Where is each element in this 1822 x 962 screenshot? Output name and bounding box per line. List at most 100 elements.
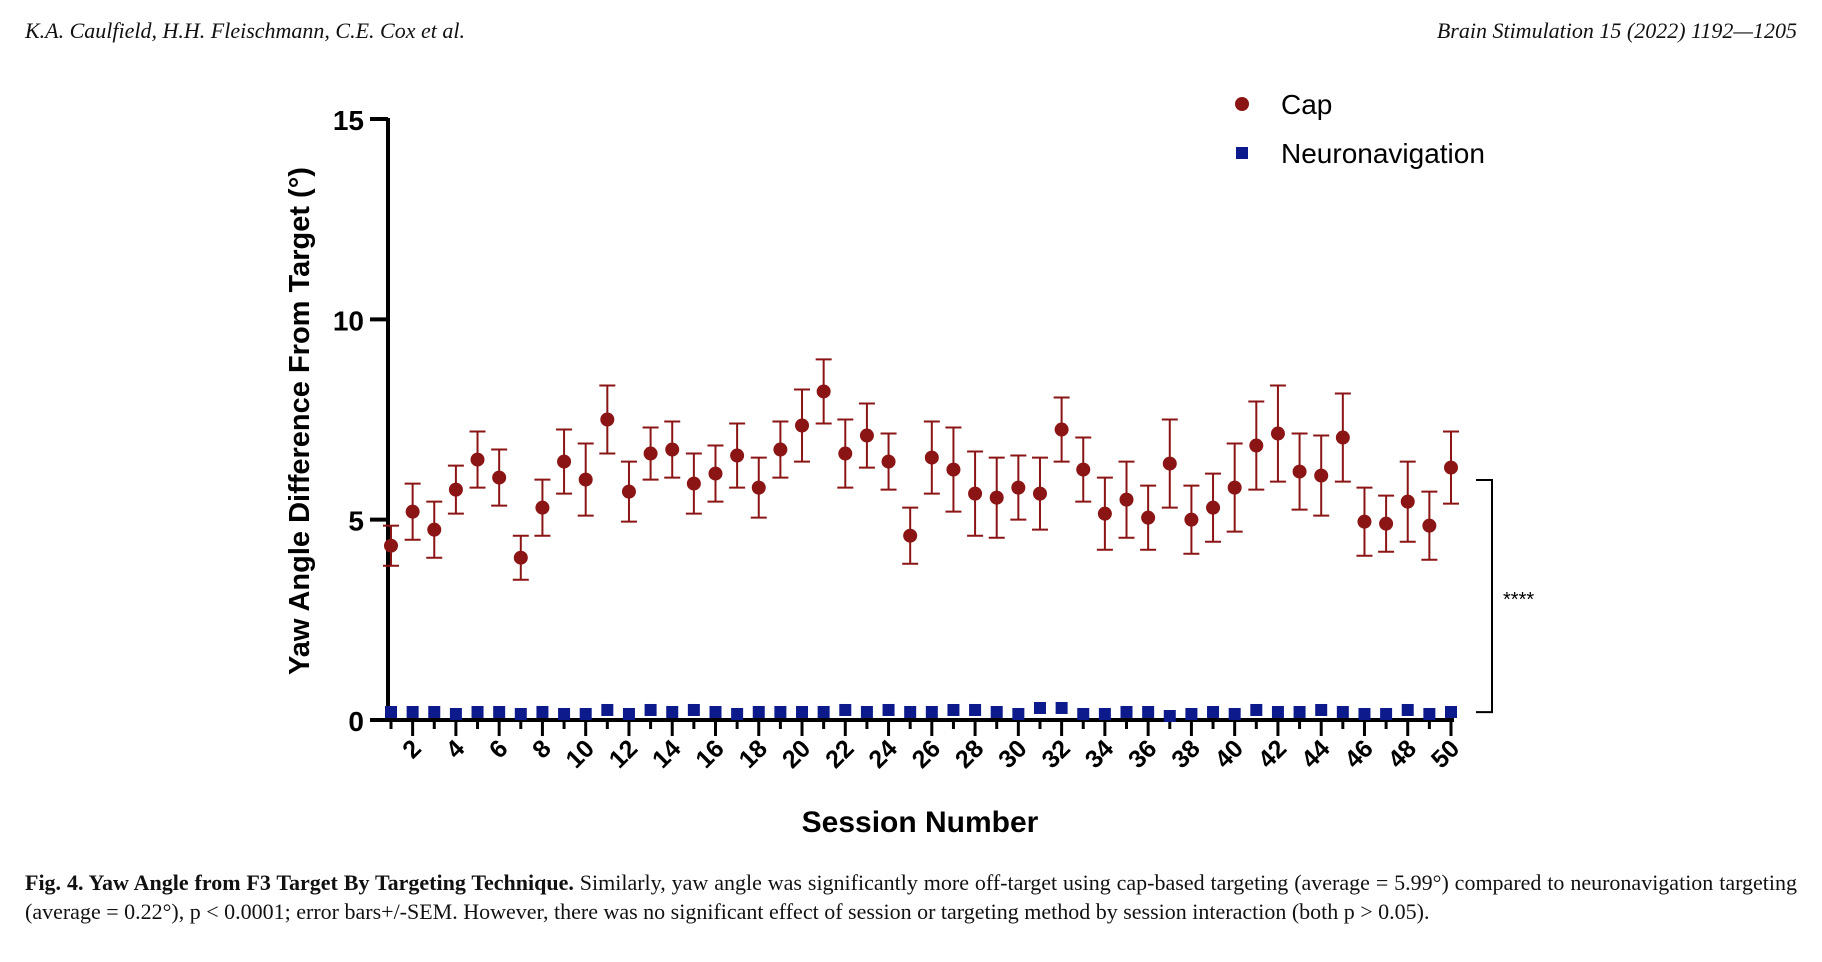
cap-series (383, 358, 1459, 581)
x-tick-label: 36 (1123, 734, 1162, 773)
nav-point (860, 705, 873, 718)
nav-point (1120, 705, 1133, 718)
significance-bracket-line (1476, 479, 1493, 714)
x-tick-label: 8 (527, 734, 557, 764)
nav-point (579, 707, 592, 720)
nav-point (1207, 705, 1220, 718)
cap-point (1184, 512, 1199, 527)
x-tick-label: 40 (1209, 734, 1248, 773)
nav-point (1142, 705, 1155, 718)
cap-point (1400, 494, 1415, 509)
nav-point (1077, 707, 1090, 720)
x-tick-label: 4 (441, 734, 471, 764)
cap-point (1119, 492, 1134, 507)
chart-legend: Cap Neuronavigation (1235, 89, 1485, 169)
cap-point (1206, 500, 1221, 515)
nav-point (1055, 701, 1068, 714)
x-tick-label: 30 (993, 734, 1032, 773)
nav-point (1250, 703, 1263, 716)
running-head-journal: Brain Stimulation 15 (2022) 1192—1205 (1436, 18, 1797, 43)
x-tick-label: 22 (820, 734, 859, 773)
nav-point (1358, 707, 1371, 720)
x-tick-label: 20 (777, 734, 816, 773)
y-tick-label: 5 (348, 506, 364, 537)
cap-point (643, 446, 658, 461)
nav-point (752, 705, 765, 718)
nav-point (990, 705, 1003, 718)
nav-point (1163, 709, 1176, 722)
nav-point (1033, 701, 1046, 714)
nav-point (709, 705, 722, 718)
nav-point (1336, 705, 1349, 718)
nav-point (514, 707, 527, 720)
cap-point (1357, 514, 1372, 529)
caption-label: Fig. 4. Yaw Angle from F3 Target By Targ… (25, 870, 574, 895)
cap-point (513, 550, 528, 565)
running-head-authors: K.A. Caulfield, H.H. Fleischmann, C.E. C… (25, 18, 465, 43)
neuronavigation-series (385, 701, 1457, 722)
x-tick-label: 50 (1426, 734, 1465, 773)
y-tick-label: 0 (348, 706, 364, 737)
cap-point (816, 384, 831, 399)
nav-point (687, 703, 700, 716)
x-tick-label: 12 (604, 734, 643, 773)
nav-point (1423, 707, 1436, 720)
x-tick-label: 32 (1036, 734, 1075, 773)
nav-point (1380, 707, 1393, 720)
nav-point (774, 705, 787, 718)
cap-point (881, 454, 896, 469)
cap-point (686, 476, 701, 491)
x-tick-label: 34 (1080, 734, 1120, 774)
nav-point (947, 703, 960, 716)
x-tick-label: 10 (560, 734, 599, 773)
nav-point (1293, 705, 1306, 718)
nav-point (536, 705, 549, 718)
cap-point (621, 484, 636, 499)
x-tick-label: 16 (690, 734, 729, 773)
cap-point (968, 486, 983, 501)
nav-point (1228, 707, 1241, 720)
cap-point (859, 428, 874, 443)
cap-point (1335, 430, 1350, 445)
nav-point (925, 705, 938, 718)
nav-point (839, 703, 852, 716)
cap-point (1314, 468, 1329, 483)
x-tick-label: 48 (1383, 734, 1423, 774)
cap-point (492, 470, 507, 485)
x-tick-label: 2 (397, 734, 427, 764)
cap-point (427, 522, 442, 537)
nav-point (1185, 707, 1198, 720)
cap-point (1097, 506, 1112, 521)
nav-point (406, 705, 419, 718)
nav-point (449, 707, 462, 720)
cap-point (1270, 426, 1285, 441)
nav-point (428, 705, 441, 718)
significance-stars: **** (1503, 589, 1534, 611)
cap-point (924, 450, 939, 465)
cap-point (557, 454, 572, 469)
nav-point (622, 707, 635, 720)
nav-point (882, 703, 895, 716)
cap-point (384, 538, 398, 553)
cap-point (1054, 422, 1069, 437)
cap-point (795, 418, 810, 433)
cap-point (1422, 518, 1437, 533)
legend-cap-marker (1235, 97, 1249, 111)
nav-point (796, 705, 809, 718)
nav-point (1012, 707, 1025, 720)
cap-point (405, 504, 420, 519)
cap-point (838, 446, 853, 461)
cap-point (448, 482, 463, 497)
figure-caption: Fig. 4. Yaw Angle from F3 Target By Targ… (25, 868, 1797, 926)
nav-point (1401, 703, 1414, 716)
cap-point (1249, 438, 1264, 453)
cap-point (989, 490, 1004, 505)
nav-point (1098, 707, 1111, 720)
nav-point (558, 707, 571, 720)
nav-point (385, 705, 397, 718)
cap-point (1011, 480, 1026, 495)
cap-point (600, 412, 615, 427)
x-tick-label: 46 (1339, 734, 1378, 773)
cap-point (1141, 510, 1156, 525)
